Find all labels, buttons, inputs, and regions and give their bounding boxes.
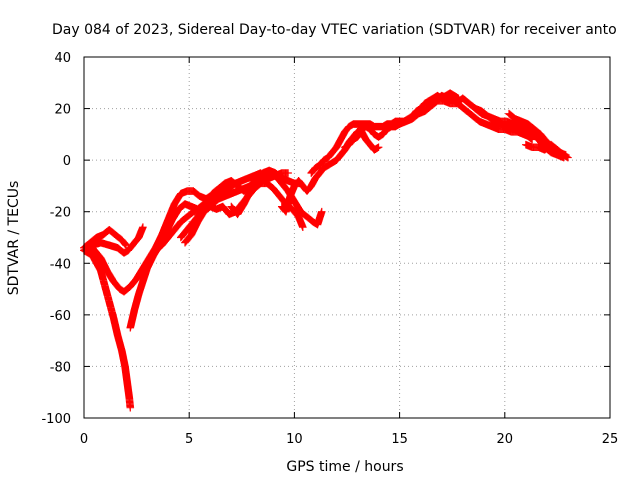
data-point	[227, 169, 326, 229]
y-tick-label: -60	[50, 309, 71, 324]
ticks-layer: 0 5 10 15 20 25 -100 -80 -60 -40 -20 0 20 40	[41, 51, 618, 447]
x-tick-label: 15	[391, 432, 408, 447]
x-tick-label: 5	[185, 432, 193, 447]
y-tick-label: -40	[50, 257, 71, 272]
data-point	[341, 127, 383, 154]
plot-frame	[83, 56, 611, 419]
y-axis-title: SDTVAR / TECUs	[6, 181, 22, 296]
chart-title: Day 084 of 2023, Sidereal Day-to-day VTE…	[52, 22, 617, 38]
y-tick-label: 0	[63, 154, 71, 169]
x-axis-title: GPS time / hours	[286, 459, 403, 475]
y-tick-label: -80	[50, 360, 71, 375]
y-tick-label: 40	[54, 51, 71, 66]
series-track-q	[522, 140, 572, 162]
x-tick-label: 10	[286, 432, 303, 447]
data-point	[425, 91, 534, 141]
x-tick-label: 0	[80, 432, 88, 447]
data-layer	[80, 89, 572, 412]
series-track-i	[227, 169, 326, 229]
y-tick-label: 20	[54, 103, 71, 118]
series-track-n	[425, 91, 534, 141]
x-tick-label: 20	[497, 432, 514, 447]
series-track-l	[341, 127, 383, 154]
data-point	[522, 140, 572, 162]
x-tick-label: 25	[602, 432, 619, 447]
y-tick-label: -100	[41, 412, 71, 427]
y-tick-label: -20	[50, 206, 71, 221]
